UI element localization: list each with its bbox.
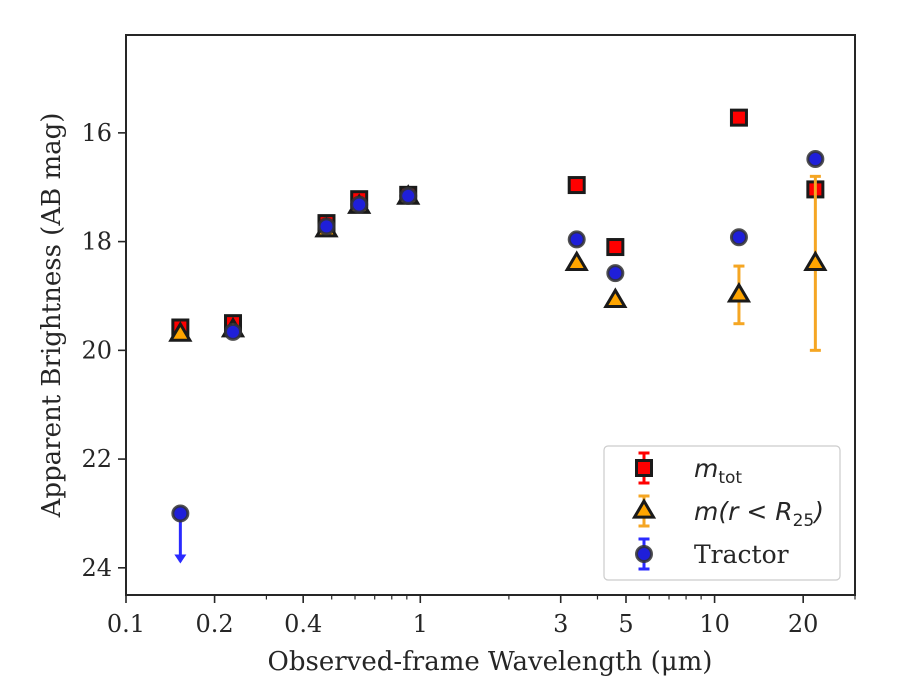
y-tick-label: 22 <box>81 445 112 473</box>
x-tick-label: 0.1 <box>107 610 145 638</box>
legend-marker-square <box>635 459 653 477</box>
plot-frame <box>125 34 856 596</box>
data-point-circle <box>350 195 369 214</box>
x-tick-label: 1 <box>413 610 428 638</box>
axes-layer: 0.1 0.2 0.4 1 3 5 10 20 16 18 20 22 24 <box>81 119 856 638</box>
legend-box <box>603 445 841 581</box>
data-point-square <box>729 108 748 127</box>
x-axis-label: Observed-frame Wavelength (μm) <box>268 647 713 677</box>
data-point-square <box>567 176 586 195</box>
data-point-triangle <box>564 250 589 272</box>
y-tick-label: 24 <box>81 554 112 582</box>
legend-label: m(r < R25) <box>694 497 824 531</box>
upper-limit-arrowhead <box>174 554 187 564</box>
x-tick-label: 20 <box>788 610 819 638</box>
series-circle <box>171 149 825 564</box>
data-point-circle <box>399 186 418 205</box>
y-tick-label: 20 <box>81 336 112 364</box>
data-point-circle <box>606 264 625 283</box>
legend-marker-circle <box>635 545 653 563</box>
legend: mtot m(r < R25) Tractor <box>603 445 841 581</box>
x-tick-label: 0.4 <box>284 610 322 638</box>
data-point-triangle <box>603 287 628 308</box>
data-point-circle <box>171 504 190 523</box>
legend-marker-triangle <box>631 498 657 519</box>
data-point-triangle <box>726 281 752 303</box>
legend-label: Tractor <box>694 540 789 569</box>
y-tick-label: 18 <box>81 228 112 256</box>
data-point-circle <box>806 149 825 168</box>
x-tick-label: 5 <box>618 610 633 638</box>
y-tick-label: 16 <box>81 119 112 147</box>
data-point-triangle <box>168 321 193 342</box>
data-point-circle <box>567 230 586 249</box>
data-point-triangle <box>803 250 828 272</box>
plot-layer <box>168 108 828 564</box>
data-point-circle <box>729 228 748 247</box>
x-tick-label: 10 <box>699 610 730 638</box>
x-tick-label: 0.2 <box>196 610 234 638</box>
data-point-circle <box>224 322 243 341</box>
x-tick-label: 3 <box>553 610 568 638</box>
y-axis-label: Apparent Brightness (AB mag) <box>37 113 67 519</box>
legend-label: mtot <box>694 454 742 488</box>
data-point-circle <box>317 217 336 236</box>
data-point-square <box>606 238 625 257</box>
